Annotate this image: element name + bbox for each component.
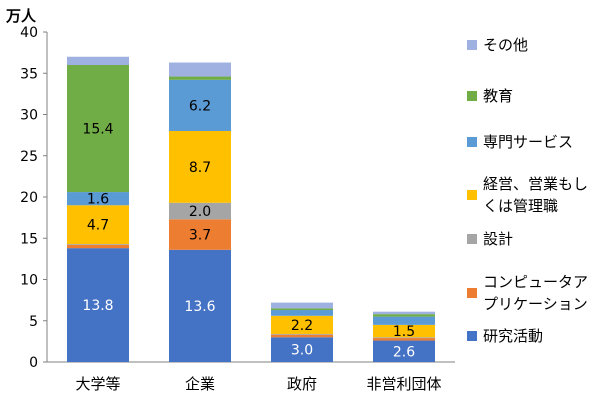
legend-swatch [467,91,477,101]
bar-segment [373,337,435,339]
bar-segment [67,244,129,249]
axes: 0 5 10 15 20 25 30 35 40 大学等 企業 政府 非営利団体 [20,25,455,393]
data-label: 1.5 [393,324,415,340]
x-category-label: 政府 [287,375,317,393]
bar-segment [67,244,129,245]
x-category-label: 企業 [185,375,215,393]
bar-segment [67,192,129,206]
data-label: 8.7 [189,160,211,176]
bar-segment [373,340,435,362]
bar-segment [373,324,435,338]
y-tick-label: 15 [20,231,38,247]
bar-segment [169,202,231,220]
legend-label: その他 [483,36,528,54]
data-label: 1.6 [87,192,109,208]
bars [67,56,435,362]
legend-swatch [467,40,477,50]
y-tick-label: 30 [20,108,38,124]
legend-swatch [467,331,477,341]
bar-segment [169,131,231,203]
bar-segment [271,308,333,311]
x-category-label: 大学等 [75,375,120,393]
legend: その他教育専門サービス経営、営業もしくは管理職設計コンピュータアプリケーション研… [467,36,588,345]
data-label: 6.2 [189,98,211,114]
y-tick-label: 10 [20,273,38,289]
bar-segment [169,219,231,250]
data-labels: 13.8 13.6 3.0 2.6 3.7 2.0 4.7 8.7 2.2 1.5 1.6 6.2 15… [82,98,415,360]
bar-segment [169,62,231,77]
legend-label: 専門サービス [483,133,573,151]
bar-segment [373,338,435,341]
data-label: 3.0 [291,343,313,359]
y-tick-label: 0 [29,355,38,371]
legend-label: 教育 [483,87,513,105]
legend-label: 設計 [483,230,513,248]
bar-segment [169,249,231,362]
bar-segment [67,65,129,193]
legend-swatch [467,234,477,244]
legend-swatch [467,137,477,147]
y-tick-label: 20 [20,190,38,206]
bar-segment [271,302,333,309]
data-label: 2.2 [291,318,313,334]
y-tick-label: 25 [20,149,38,165]
bar-segment [271,333,333,335]
bar-segment [169,76,231,80]
data-label: 15.4 [82,122,113,138]
data-label: 3.7 [189,228,211,244]
bar-segment [67,248,129,362]
y-tick-label: 35 [20,66,38,82]
data-label: 2.6 [393,344,415,360]
legend-label: 研究活動 [483,327,543,345]
bar-segment [169,79,231,131]
legend-label: プリケーション [483,295,588,313]
y-tick-label: 5 [29,314,38,330]
data-label: 13.8 [82,298,113,314]
data-label: 4.7 [87,218,109,234]
bar-segment [373,316,435,325]
bar-segment [373,314,435,317]
legend-swatch [467,190,477,200]
bar-segment [373,311,435,315]
legend-label: 経営、営業もし [483,175,588,193]
legend-label: コンピュータア [483,273,588,291]
legend-label: くは管理職 [483,197,558,215]
bar-segment [271,315,333,334]
data-label: 13.6 [184,299,215,315]
bar-segment [67,56,129,65]
y-tick-label: 40 [20,25,38,41]
bar-segment [271,334,333,338]
y-axis-unit-label: 万人 [5,7,37,25]
bar-segment [271,337,333,362]
x-category-label: 非営利団体 [366,375,441,393]
legend-swatch [467,288,477,298]
data-label: 2.0 [189,204,211,220]
bar-segment [67,205,129,245]
bar-segment [271,310,333,316]
